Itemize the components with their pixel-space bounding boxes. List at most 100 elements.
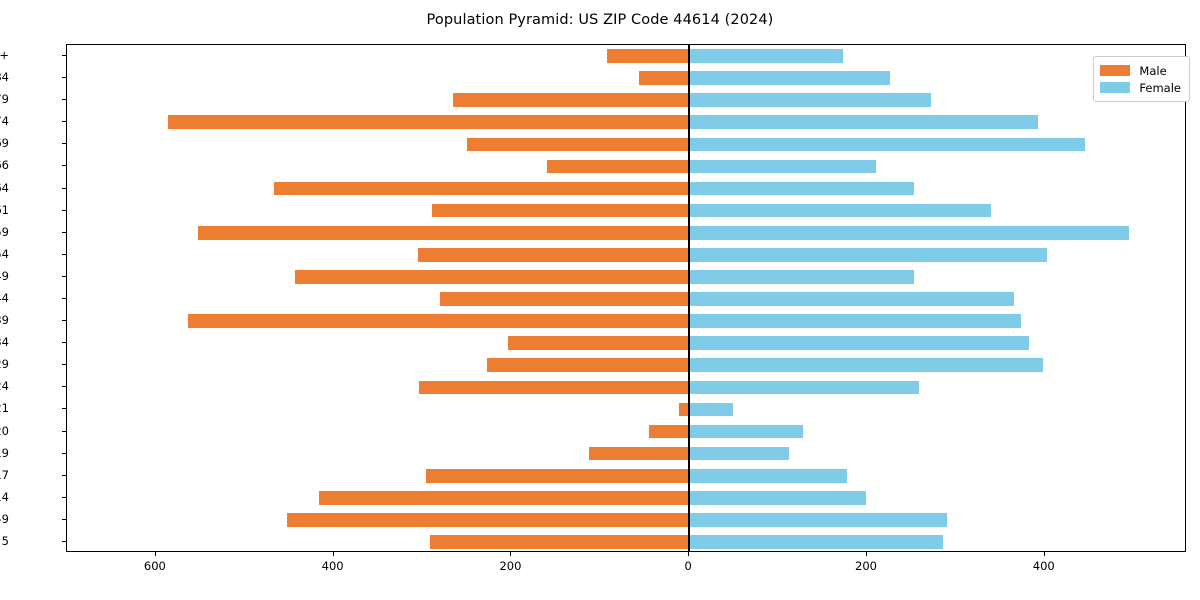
bar-male[interactable] xyxy=(197,225,690,240)
x-tick-mark xyxy=(154,552,156,556)
pyramid-row xyxy=(67,490,1185,505)
plot-area xyxy=(66,44,1186,552)
y-tick-label: 20 xyxy=(0,423,9,438)
bar-female[interactable] xyxy=(689,380,919,395)
y-tick-mark xyxy=(62,408,66,410)
bar-female[interactable] xyxy=(689,292,1014,306)
bar-male[interactable] xyxy=(639,71,690,85)
bar-female[interactable] xyxy=(689,468,848,483)
bar-female[interactable] xyxy=(689,270,915,284)
bar-female[interactable] xyxy=(689,159,876,174)
pyramid-row xyxy=(67,115,1185,130)
bar-female[interactable] xyxy=(689,402,733,417)
bar-female[interactable] xyxy=(689,93,931,108)
bar-male[interactable] xyxy=(426,468,690,483)
y-tick-mark xyxy=(62,320,66,322)
bar-male[interactable] xyxy=(588,446,690,461)
x-tick-label: 400 xyxy=(321,559,344,573)
y-tick-mark xyxy=(62,386,66,388)
bar-male[interactable] xyxy=(432,203,690,218)
y-tick-label: 75-79 xyxy=(0,92,9,107)
bar-male[interactable] xyxy=(547,159,690,174)
y-tick-label: 18-19 xyxy=(0,445,9,460)
bar-female[interactable] xyxy=(689,115,1038,130)
bar-female[interactable] xyxy=(689,446,789,461)
y-tick-label: 22-24 xyxy=(0,379,9,394)
x-tick-label: 200 xyxy=(499,559,522,573)
bar-male[interactable] xyxy=(294,270,690,284)
chart-legend: Male Female xyxy=(1093,56,1190,102)
pyramid-row xyxy=(67,49,1185,63)
bar-male[interactable] xyxy=(286,513,690,527)
y-tick-label: 25-29 xyxy=(0,357,9,372)
pyramid-row xyxy=(67,93,1185,108)
bar-female[interactable] xyxy=(689,247,1048,262)
bar-male[interactable] xyxy=(467,137,690,152)
pyramid-row xyxy=(67,225,1185,240)
bar-male[interactable] xyxy=(168,115,690,130)
y-tick-mark xyxy=(62,342,66,344)
pyramid-row xyxy=(67,513,1185,527)
bar-female[interactable] xyxy=(689,358,1043,373)
bar-male[interactable] xyxy=(429,535,690,549)
bar-male[interactable] xyxy=(678,402,690,417)
bar-male[interactable] xyxy=(318,490,690,505)
bar-female[interactable] xyxy=(689,137,1085,152)
pyramid-row xyxy=(67,137,1185,152)
bar-male[interactable] xyxy=(607,49,690,63)
y-tick-mark xyxy=(62,77,66,79)
bar-female[interactable] xyxy=(689,336,1029,350)
bar-male[interactable] xyxy=(487,358,690,373)
legend-item-male[interactable]: Male xyxy=(1100,62,1181,79)
bar-female[interactable] xyxy=(689,71,891,85)
bar-female[interactable] xyxy=(689,203,992,218)
bar-male[interactable] xyxy=(419,380,690,395)
bar-male[interactable] xyxy=(507,336,690,350)
y-tick-mark xyxy=(62,364,66,366)
chart-title: Population Pyramid: US ZIP Code 44614 (2… xyxy=(426,12,774,28)
pyramid-row xyxy=(67,535,1185,549)
bar-male[interactable] xyxy=(274,181,690,196)
pyramid-row xyxy=(67,424,1185,439)
y-tick-label: Under 5 xyxy=(0,533,9,548)
y-tick-mark xyxy=(62,540,66,542)
y-tick-label: 85+ xyxy=(0,48,9,63)
pyramid-row xyxy=(67,314,1185,328)
y-tick-label: 40-44 xyxy=(0,291,9,305)
x-tick-mark xyxy=(1043,552,1045,556)
y-tick-mark xyxy=(62,518,66,520)
legend-label-male: Male xyxy=(1139,63,1167,78)
bar-female[interactable] xyxy=(689,225,1130,240)
y-tick-mark xyxy=(62,187,66,189)
pyramid-row xyxy=(67,402,1185,417)
bar-male[interactable] xyxy=(649,424,690,439)
y-tick-mark xyxy=(62,253,66,255)
y-tick-label: 35-39 xyxy=(0,313,9,328)
y-tick-label: 62-64 xyxy=(0,180,9,195)
pyramid-row xyxy=(67,380,1185,395)
bar-female[interactable] xyxy=(689,49,843,63)
x-tick-label: 200 xyxy=(855,559,877,573)
pyramid-row xyxy=(67,159,1185,174)
legend-item-female[interactable]: Female xyxy=(1100,79,1181,96)
pyramid-row xyxy=(67,358,1185,373)
bar-male[interactable] xyxy=(440,292,690,306)
y-tick-mark xyxy=(62,165,66,167)
bar-female[interactable] xyxy=(689,490,867,505)
y-tick-label: 30-34 xyxy=(0,335,9,350)
bar-female[interactable] xyxy=(689,424,803,439)
x-tick-mark xyxy=(866,552,867,556)
bar-male[interactable] xyxy=(418,247,690,262)
y-tick-label: 10-14 xyxy=(0,489,9,504)
bar-female[interactable] xyxy=(689,513,947,527)
bar-female[interactable] xyxy=(689,181,915,196)
bar-female[interactable] xyxy=(689,314,1021,328)
bar-male[interactable] xyxy=(452,93,690,108)
y-tick-mark xyxy=(62,496,66,498)
bar-male[interactable] xyxy=(187,314,690,328)
y-tick-mark xyxy=(62,430,66,432)
bar-female[interactable] xyxy=(689,535,943,549)
x-tick-label: 600 xyxy=(143,559,166,573)
y-tick-mark xyxy=(62,231,66,233)
